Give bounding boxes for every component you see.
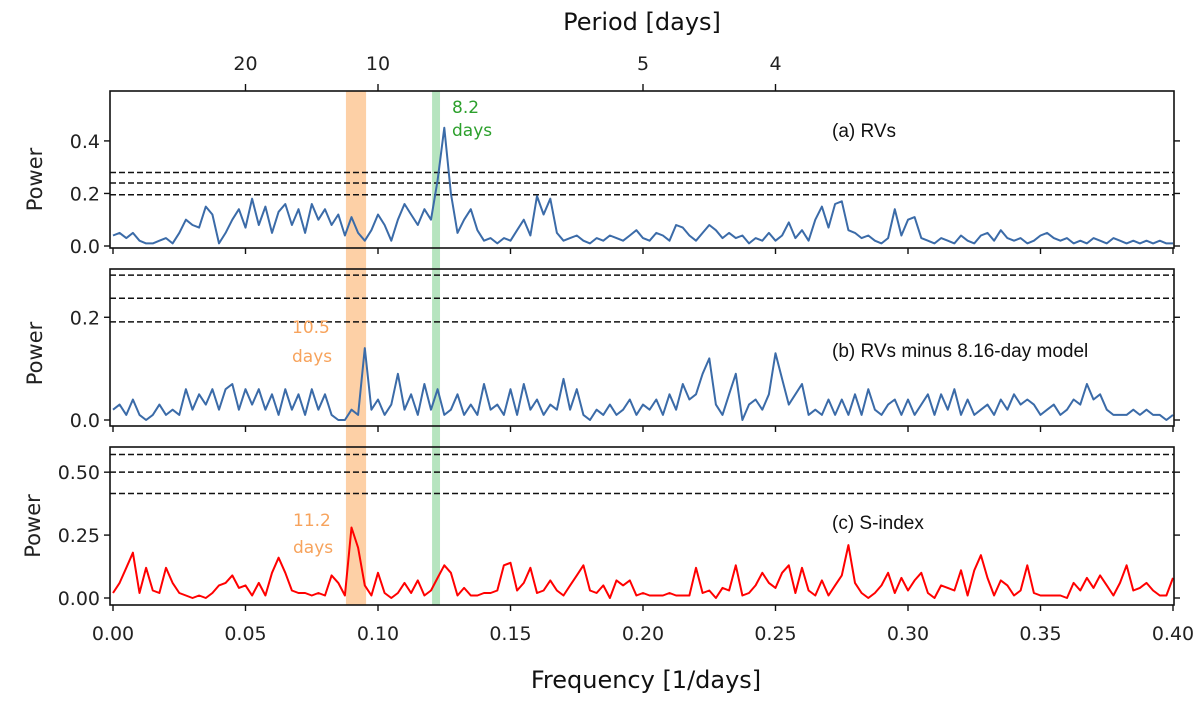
panel-title: (c) S-index (832, 513, 924, 534)
orange-band (345, 91, 367, 605)
highlight-bands (345, 91, 441, 605)
peak-annotation: 11.2 (293, 511, 331, 531)
panel-b: 0.0 0.2 Power (b) RVs minus 8.16-day model 1… (23, 268, 1180, 432)
x-tick-label: 0.25 (754, 623, 796, 645)
top-tick-label: 10 (366, 53, 390, 75)
series-line-b (112, 347, 1174, 421)
panel-frame-b (109, 268, 1175, 427)
peak-annotation: days (292, 347, 332, 367)
x-tick-label: 0.30 (887, 623, 929, 645)
x-tick-label: 0.00 (92, 623, 134, 645)
series-line-a (112, 126, 1173, 245)
panels: 0.0 0.2 0.4 Power (a) RVs 8.2 days 0.0 0.2 Power (… (21, 90, 1180, 611)
panel-title: (a) RVs (832, 121, 896, 142)
y-tick-label: 0.25 (58, 525, 100, 547)
x-tick-label: 0.35 (1019, 623, 1061, 645)
x-tick-label: 0.15 (489, 623, 531, 645)
x-tick-label: 0.20 (622, 623, 664, 645)
y-axis-label: Power (21, 494, 45, 558)
panel-frame-c (109, 446, 1175, 606)
panel-c: 0.00 0.25 0.50 Power (c) S-index 11.2 days (21, 446, 1180, 611)
y-tick-label: 0.2 (70, 307, 100, 329)
x-axis-label: Frequency [1/days] (531, 666, 761, 694)
x-tick-label: 0.10 (357, 623, 399, 645)
y-tick-label: 0.00 (58, 588, 100, 610)
y-tick-label: 0.0 (70, 236, 100, 258)
green-band (432, 91, 441, 605)
peak-annotation: 8.2 (452, 98, 479, 118)
x-tick-label: 0.05 (224, 623, 266, 645)
x-tick-label: 0.40 (1152, 623, 1194, 645)
y-axis-label: Power (23, 147, 47, 211)
y-tick-label: 0.2 (70, 183, 100, 205)
top-period-axis: 20 10 5 4 (233, 53, 782, 91)
y-tick-label: 0.50 (58, 462, 100, 484)
y-tick-label: 0.0 (70, 410, 100, 432)
top-tick-label: 5 (637, 53, 649, 75)
panel-frame-a (109, 90, 1175, 249)
top-tick-label: 4 (769, 53, 781, 75)
panel-title: (b) RVs minus 8.16-day model (832, 341, 1088, 362)
top-axis-label: Period [days] (563, 8, 721, 36)
panel-a: 0.0 0.2 0.4 Power (a) RVs 8.2 days (23, 90, 1180, 258)
peak-annotation: 10.5 (292, 318, 330, 338)
y-tick-label: 0.4 (70, 131, 100, 153)
y-axis-label: Power (23, 321, 47, 385)
peak-annotation: days (452, 121, 492, 141)
bottom-frequency-axis: 0.00 0.05 0.10 0.15 0.20 0.25 0.30 0.35 0.40 (92, 623, 1194, 645)
series-line-c (112, 526, 1174, 599)
peak-annotation: days (293, 538, 333, 558)
top-tick-label: 20 (233, 53, 257, 75)
